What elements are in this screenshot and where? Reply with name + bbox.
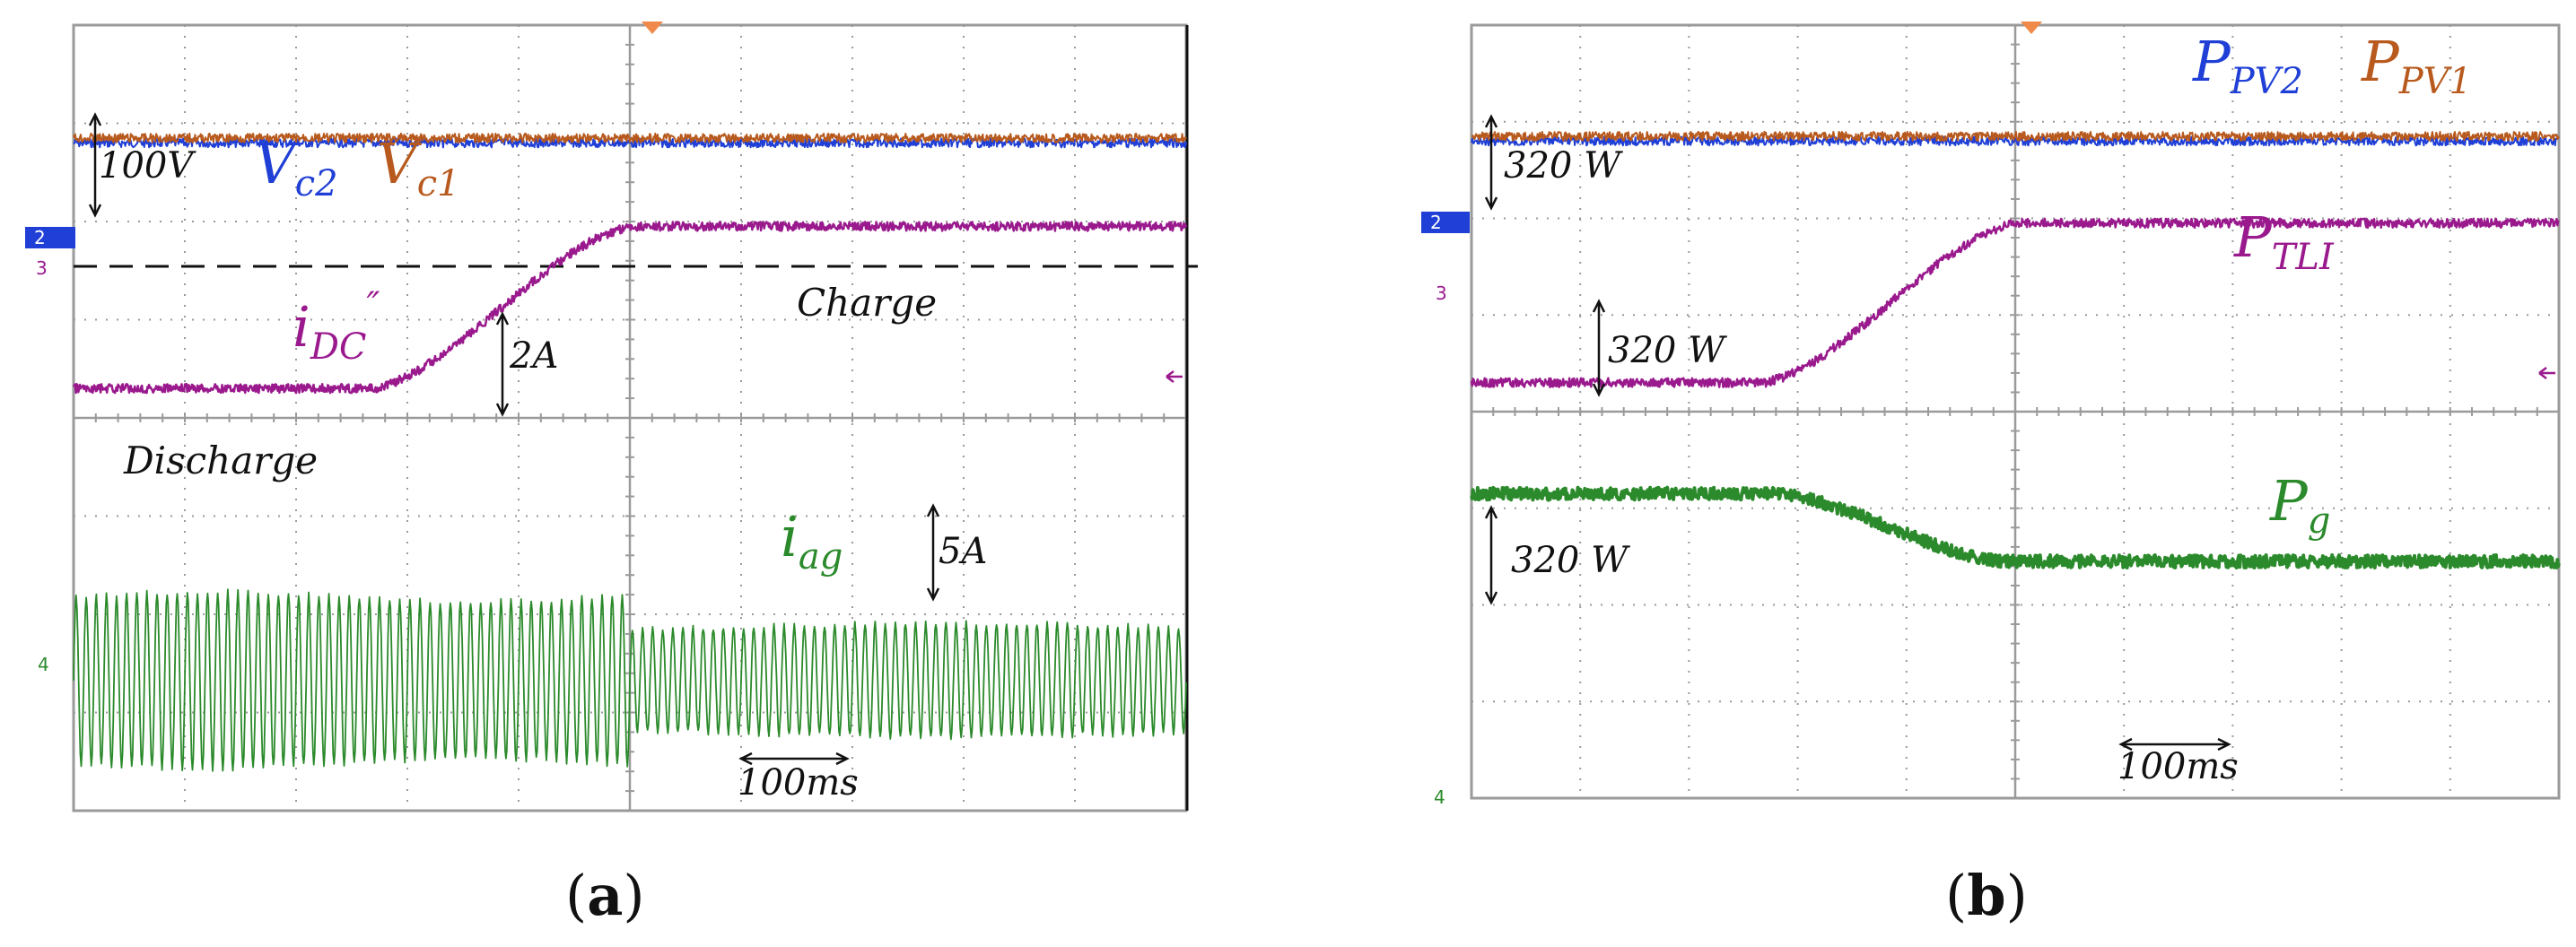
- trace-iag: [73, 588, 1187, 772]
- trace-vc2: [73, 137, 1187, 149]
- series-label-vc2-sub: c2: [295, 163, 338, 204]
- panel-label-a-letter: a: [587, 863, 623, 928]
- series-label-idc-main: i: [293, 294, 310, 360]
- trace-idc: [72, 221, 1188, 395]
- series-label-iag: iag: [781, 504, 843, 578]
- trigger-marker-a: [642, 22, 663, 34]
- scale-label-bottom-b: 320 W: [1511, 540, 1630, 581]
- ch2-marker-b: 2: [1421, 212, 1470, 233]
- scale-arrow-top-a: [88, 112, 102, 218]
- series-label-pg: Pg: [2269, 468, 2330, 542]
- trigger-marker-b: [2021, 22, 2042, 34]
- trace-ppv2: [1471, 135, 2560, 147]
- region-charge-label: Charge: [797, 281, 937, 325]
- series-label-ppv1-sub: PV1: [2398, 61, 2472, 102]
- panel-b: 2 3 4 320 W 320 W 320 W 100ms: [1421, 22, 2561, 928]
- series-label-ptli-main: P: [2233, 204, 2273, 270]
- ch3-marker-b: 3: [1436, 282, 1447, 304]
- series-label-iag-main: i: [781, 504, 799, 569]
- trace-pg: [1470, 485, 2561, 569]
- panel-label-b-letter: b: [1967, 863, 2005, 928]
- frame-b: [1470, 23, 2561, 800]
- scale-label-bottom-a: 5A: [939, 531, 987, 572]
- ref-arrow-a: [1166, 370, 1183, 383]
- series-label-pg-main: P: [2269, 468, 2309, 534]
- series-label-vc1: Vc1: [377, 131, 460, 204]
- ch4-marker-b: 4: [1434, 786, 1445, 808]
- series-label-vc2: Vc2: [255, 131, 338, 204]
- series-label-idc-sub: DC: [310, 326, 367, 368]
- scale-arrow-top-b: [1484, 114, 1498, 211]
- series-label-vc1-sub: c1: [417, 163, 460, 204]
- panel-label-b: (b): [1945, 863, 2028, 928]
- region-discharge-label: Discharge: [123, 439, 318, 482]
- series-label-idc: iDC″: [293, 285, 380, 368]
- time-scale-arrow-a: [738, 752, 850, 766]
- series-label-ppv1-main: P: [2361, 29, 2400, 94]
- trace-ptli: [1470, 217, 2560, 388]
- scale-arrow-bottom-a: [926, 503, 940, 602]
- series-label-idc-sup: ″: [367, 285, 380, 326]
- scale-label-top-a: 100V: [99, 145, 196, 187]
- traces-b: [1470, 130, 2561, 569]
- time-scale-arrow-b: [2118, 737, 2231, 752]
- trace-vc1: [73, 132, 1187, 143]
- scale-arrow-mid-b: [1592, 299, 1606, 397]
- time-scale-label-a: 100ms: [738, 762, 859, 804]
- ch2-marker-text-b: 2: [1430, 212, 1442, 233]
- scale-label-mid-a: 2A: [509, 335, 558, 377]
- series-label-ppv2: PPV2: [2192, 29, 2303, 102]
- series-label-pg-sub: g: [2308, 500, 2331, 542]
- series-label-vc1-main: V: [377, 131, 423, 196]
- ch2-marker-box-a: [25, 227, 75, 248]
- ch2-marker-a: 2: [25, 227, 75, 248]
- series-label-ptli-sub: TLI: [2272, 237, 2335, 278]
- series-label-iag-sub: ag: [799, 536, 843, 578]
- panel-label-a: (a): [565, 863, 645, 928]
- scale-label-mid-b: 320 W: [1608, 330, 1727, 371]
- ch4-marker-a: 4: [38, 654, 49, 675]
- series-label-ppv2-sub: PV2: [2230, 61, 2303, 102]
- scale-label-top-b: 320 W: [1504, 145, 1623, 187]
- scale-arrow-mid-a: [495, 311, 510, 417]
- series-label-ppv1: PPV1: [2361, 29, 2472, 102]
- scale-arrow-bottom-b: [1484, 505, 1498, 605]
- ref-arrow-b: [2538, 367, 2555, 379]
- ch2-marker-box-b: [1421, 212, 1470, 233]
- series-label-vc2-main: V: [255, 131, 301, 196]
- time-scale-label-b: 100ms: [2118, 746, 2239, 787]
- trace-ppv1: [1471, 130, 2560, 142]
- ch3-marker-a: 3: [36, 257, 48, 279]
- traces-a: [72, 132, 1188, 772]
- series-label-ppv2-main: P: [2192, 29, 2231, 94]
- series-label-ptli: PTLI: [2233, 204, 2335, 278]
- ch2-marker-text-a: 2: [34, 227, 46, 248]
- panel-a: 2 3 4 100V 2A 5A 100ms: [25, 22, 1198, 928]
